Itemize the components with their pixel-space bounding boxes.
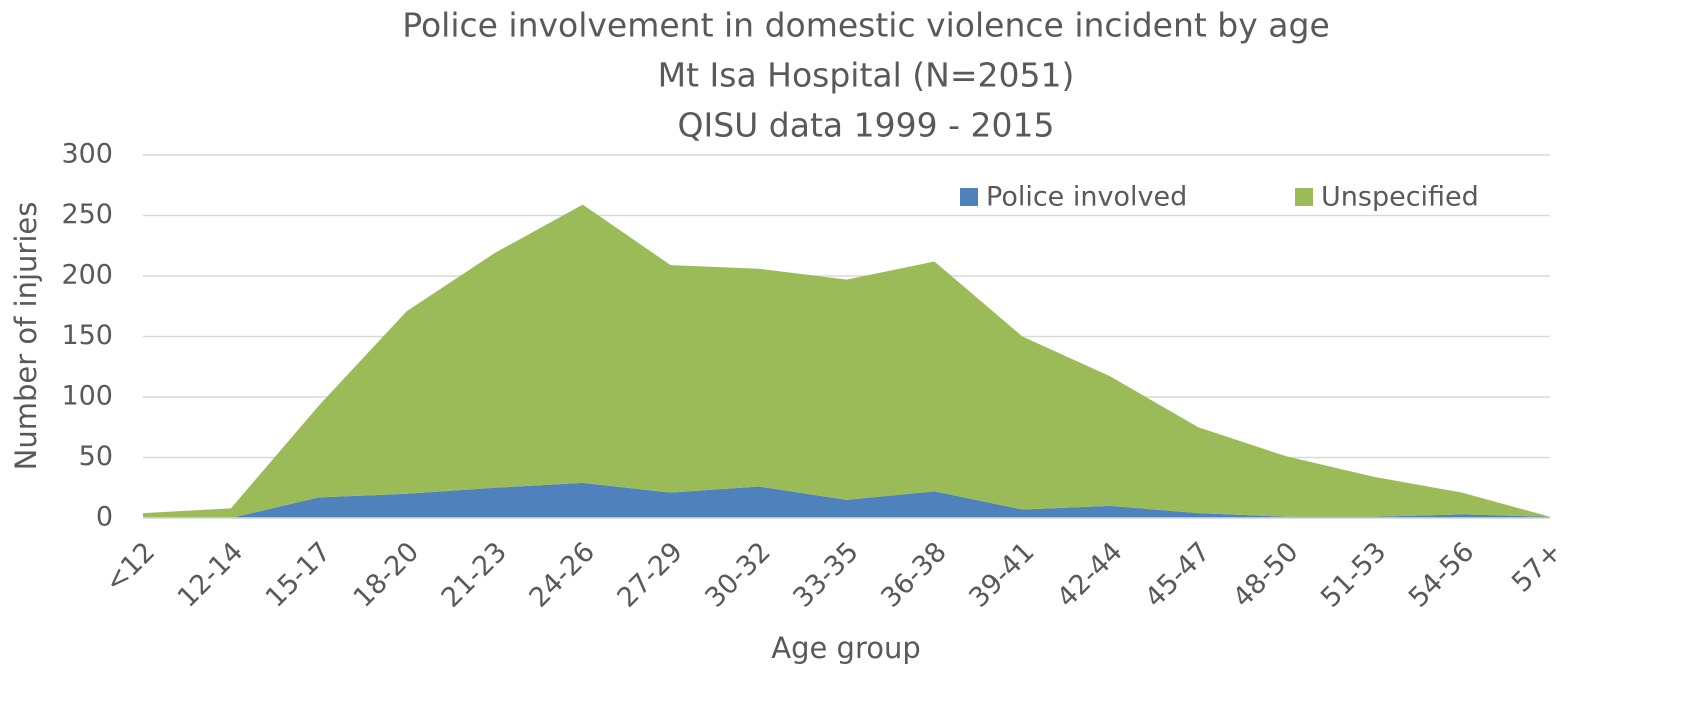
x-tick-label: 27-29: [611, 536, 688, 613]
y-tick-label: 200: [61, 260, 113, 291]
chart-title: Police involvement in domestic violence …: [402, 6, 1330, 45]
legend-label: Unspecified: [1321, 182, 1479, 213]
x-tick-label: 12-14: [172, 536, 249, 613]
x-tick-label: <12: [99, 536, 161, 598]
x-tick-label: 51-53: [1315, 536, 1392, 613]
x-axis-title: Age group: [771, 631, 921, 665]
y-tick-label: 250: [61, 199, 113, 230]
x-tick-label: 36-38: [875, 536, 952, 613]
x-tick-label: 39-41: [963, 536, 1040, 613]
y-tick-label: 300: [61, 139, 113, 170]
y-tick-label: 100: [61, 381, 113, 412]
chart-subtitle: Mt Isa Hospital (N=2051): [658, 56, 1075, 95]
y-tick-label: 50: [79, 441, 113, 472]
y-tick-label: 150: [61, 320, 113, 351]
x-tick-label: 21-23: [436, 536, 513, 613]
x-tick-label: 18-20: [348, 536, 425, 613]
x-tick-label: 33-35: [787, 536, 864, 613]
x-tick-label: 30-32: [699, 536, 776, 613]
chart-subtitle: QISU data 1999 - 2015: [678, 106, 1055, 145]
legend-swatch: [960, 188, 978, 206]
y-axis-title: Number of injuries: [9, 202, 43, 471]
x-tick-label: 48-50: [1227, 536, 1304, 613]
area: [143, 482, 1550, 518]
x-tick-label: 24-26: [524, 536, 601, 613]
legend-swatch: [1295, 188, 1313, 206]
x-tick-label: 54-56: [1403, 536, 1480, 613]
legend-label: Police involved: [986, 182, 1187, 213]
x-tick-label: 57+: [1506, 536, 1568, 598]
x-tick-label: 42-44: [1051, 536, 1128, 613]
x-tick-label: 45-47: [1139, 536, 1216, 613]
y-tick-label: 0: [96, 502, 113, 533]
x-tick-label: 15-17: [260, 536, 337, 613]
area: [143, 204, 1550, 519]
